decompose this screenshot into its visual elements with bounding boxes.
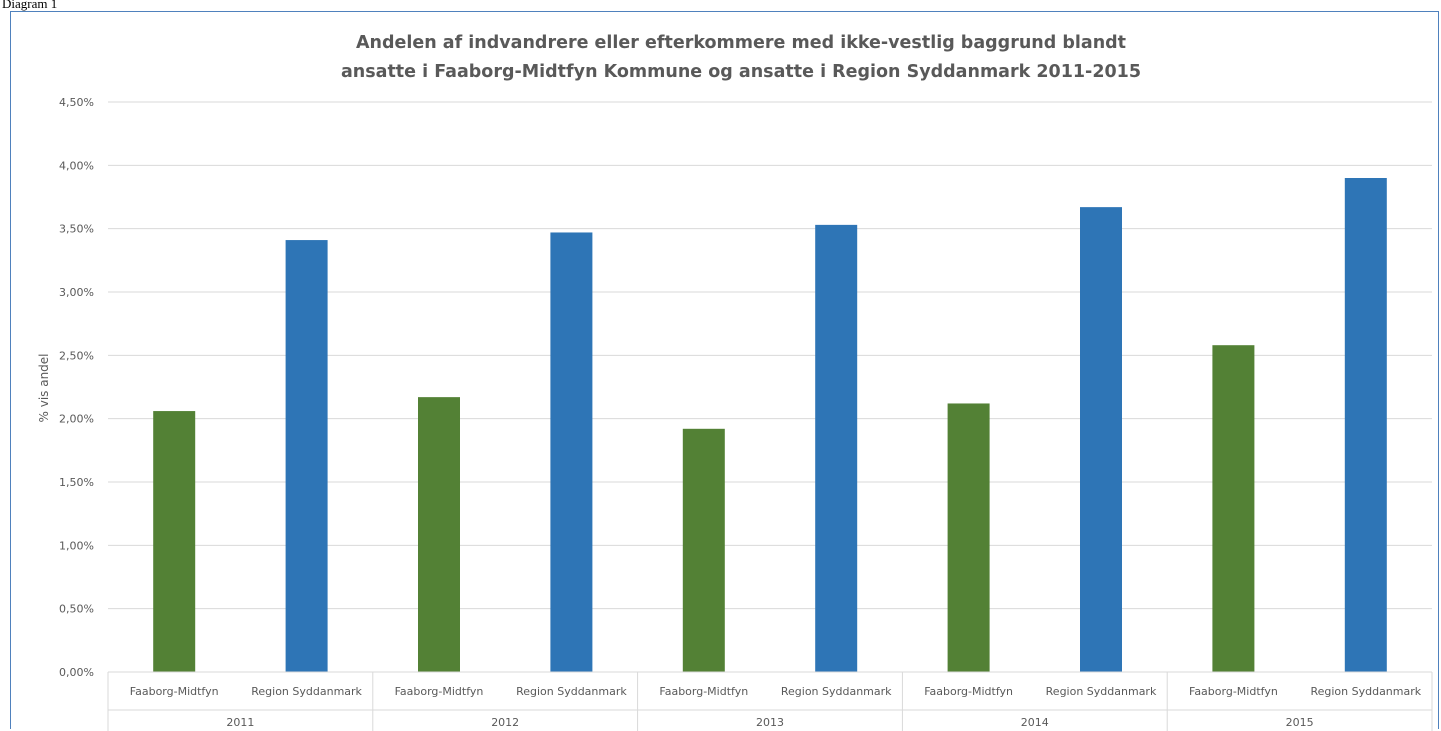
y-tick-label: 0,50% [59, 603, 94, 616]
year-label: 2011 [226, 716, 254, 729]
group-label: Region Syddanmark [1310, 685, 1421, 698]
y-tick-label: 0,00% [59, 666, 94, 679]
y-axis-label: % vis andel [37, 353, 51, 422]
bar-2012-faaborg-midtfyn [418, 397, 460, 672]
y-tick-label: 4,50% [59, 96, 94, 109]
group-label: Faaborg-Midtfyn [1189, 685, 1278, 698]
y-tick-label: 3,00% [59, 286, 94, 299]
group-label: Region Syddanmark [516, 685, 627, 698]
year-label: 2015 [1286, 716, 1314, 729]
bar-2014-region-syddanmark [1080, 207, 1122, 672]
bar-2013-region-syddanmark [815, 224, 858, 672]
group-label: Faaborg-Midtfyn [924, 685, 1013, 698]
year-label: 2013 [756, 716, 784, 729]
year-label: 2012 [491, 716, 519, 729]
diagram-caption: Diagram 1 [2, 0, 58, 11]
year-label: 2014 [1021, 716, 1049, 729]
y-tick-label: 2,50% [59, 349, 94, 362]
group-label: Faaborg-Midtfyn [395, 685, 484, 698]
y-tick-label: 1,00% [59, 539, 94, 552]
y-tick-label: 1,50% [59, 476, 94, 489]
chart-title-line-1: Andelen af indvandrere eller efterkommer… [356, 33, 1126, 53]
chart-title-line-2: ansatte i Faaborg-Midtfyn Kommune og ans… [341, 62, 1141, 82]
bar-2015-faaborg-midtfyn [1212, 345, 1255, 672]
y-tick-label: 4,00% [59, 159, 94, 172]
y-tick-label: 2,00% [59, 413, 94, 426]
group-label: Faaborg-Midtfyn [659, 685, 748, 698]
bar-2011-region-syddanmark [285, 240, 328, 673]
group-label: Region Syddanmark [251, 685, 362, 698]
bar-2013-faaborg-midtfyn [682, 428, 725, 672]
bar-2014-faaborg-midtfyn [947, 403, 990, 672]
chart-frame [10, 11, 1439, 729]
group-label: Faaborg-Midtfyn [130, 685, 219, 698]
group-label: Region Syddanmark [1046, 685, 1157, 698]
bar-2015-region-syddanmark [1344, 178, 1387, 672]
group-label: Region Syddanmark [781, 685, 892, 698]
bar-2011-faaborg-midtfyn [153, 411, 196, 672]
bar-2012-region-syddanmark [550, 232, 593, 672]
y-tick-label: 3,50% [59, 223, 94, 236]
